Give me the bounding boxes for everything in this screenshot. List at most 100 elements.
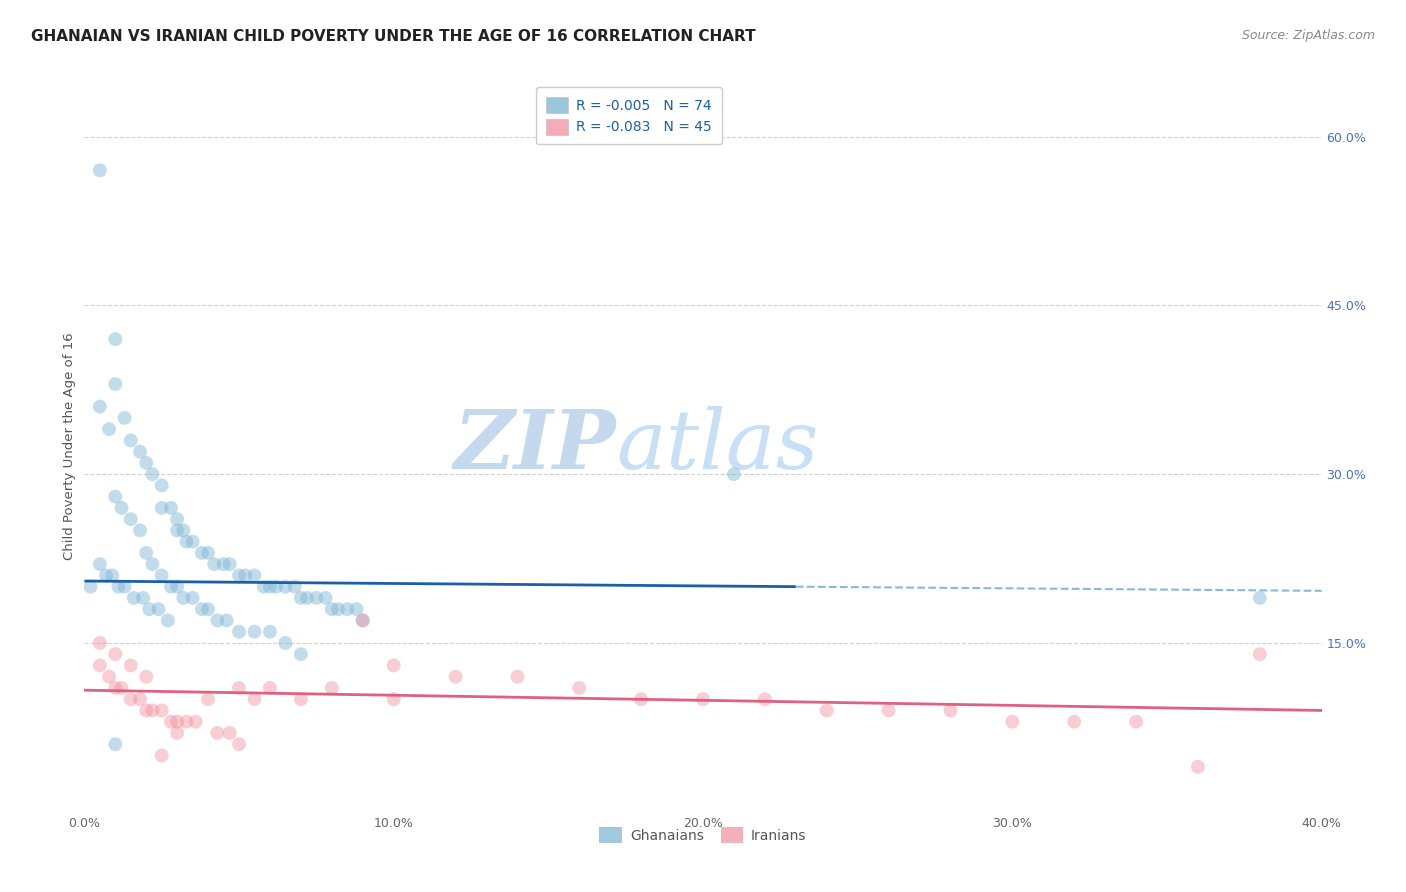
Point (148, 602, 170, 616)
Point (274, 580, 297, 594)
Point (122, 591, 145, 605)
Point (290, 647, 312, 661)
Point (253, 580, 276, 594)
Point (212, 557, 235, 571)
Legend: Ghanaians, Iranians: Ghanaians, Iranians (593, 822, 813, 848)
Point (506, 670, 529, 684)
Point (101, 568, 124, 582)
Point (150, 500, 173, 515)
Point (166, 714, 188, 729)
Point (382, 658, 405, 673)
Point (284, 580, 307, 594)
Text: ZIP: ZIP (454, 406, 616, 486)
Point (120, 434, 142, 448)
Point (89, 400, 111, 414)
Point (138, 602, 160, 616)
Point (233, 568, 256, 582)
Point (259, 624, 281, 639)
Point (120, 658, 142, 673)
Point (321, 681, 343, 695)
Point (352, 614, 374, 628)
Point (315, 591, 337, 605)
Point (1001, 714, 1024, 729)
Point (218, 726, 240, 740)
Point (129, 692, 152, 706)
Point (166, 726, 188, 740)
Point (135, 670, 157, 684)
Point (166, 580, 188, 594)
Point (1249, 591, 1271, 605)
Point (630, 692, 652, 706)
Point (815, 703, 838, 717)
Point (176, 714, 198, 729)
Point (197, 602, 219, 616)
Text: Source: ZipAtlas.com: Source: ZipAtlas.com (1241, 29, 1375, 42)
Point (114, 410, 136, 425)
Point (346, 602, 368, 616)
Point (132, 591, 155, 605)
Point (166, 512, 188, 526)
Point (176, 534, 198, 549)
Point (228, 568, 250, 582)
Point (243, 692, 266, 706)
Point (181, 534, 204, 549)
Point (160, 580, 183, 594)
Point (568, 681, 591, 695)
Point (197, 692, 219, 706)
Point (877, 703, 900, 717)
Point (141, 467, 163, 482)
Point (321, 602, 343, 616)
Point (1249, 647, 1271, 661)
Point (259, 580, 281, 594)
Point (218, 557, 240, 571)
Point (141, 557, 163, 571)
Point (98, 422, 121, 436)
Point (352, 614, 374, 628)
Point (1125, 714, 1147, 729)
Point (107, 580, 129, 594)
Point (120, 512, 142, 526)
Point (150, 568, 173, 582)
Point (135, 546, 157, 560)
Point (202, 557, 225, 571)
Point (290, 692, 312, 706)
Point (172, 591, 194, 605)
Point (110, 681, 132, 695)
Point (228, 737, 250, 751)
Point (295, 591, 318, 605)
Point (290, 591, 312, 605)
Point (104, 490, 127, 504)
Point (305, 591, 328, 605)
Point (264, 580, 287, 594)
Point (120, 692, 142, 706)
Point (207, 726, 229, 740)
Point (243, 568, 266, 582)
Point (150, 748, 173, 763)
Y-axis label: Child Poverty Under the Age of 16: Child Poverty Under the Age of 16 (63, 332, 76, 560)
Point (98, 670, 121, 684)
Point (135, 456, 157, 470)
Point (79, 580, 101, 594)
Point (215, 614, 238, 628)
Point (89, 636, 111, 650)
Point (692, 692, 714, 706)
Point (150, 478, 173, 492)
Point (336, 602, 359, 616)
Point (110, 500, 132, 515)
Point (135, 703, 157, 717)
Point (444, 670, 467, 684)
Point (191, 546, 214, 560)
Point (89, 557, 111, 571)
Point (156, 614, 179, 628)
Point (382, 692, 405, 706)
Point (172, 524, 194, 538)
Point (1187, 760, 1209, 774)
Point (129, 444, 152, 458)
Point (104, 332, 127, 346)
Point (104, 647, 127, 661)
Point (326, 602, 349, 616)
Point (939, 703, 962, 717)
Point (243, 624, 266, 639)
Point (228, 681, 250, 695)
Point (94, 568, 117, 582)
